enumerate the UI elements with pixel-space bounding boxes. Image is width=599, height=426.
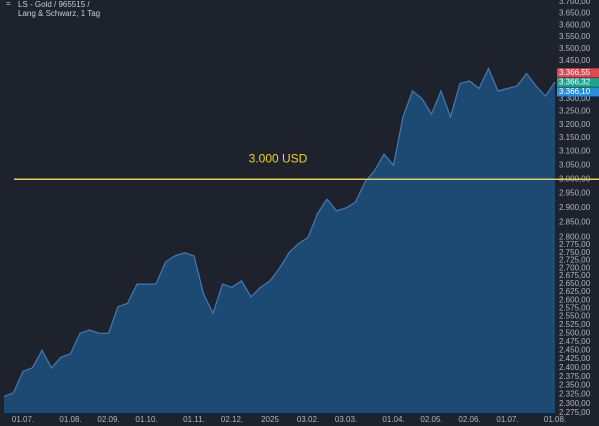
x-tick-label: 02.09. xyxy=(97,415,119,424)
y-tick-label: 2.600,00 xyxy=(559,295,591,304)
x-tick-label: 01.08. xyxy=(544,415,566,424)
y-tick-label: 3.050,00 xyxy=(559,160,591,169)
y-tick-label: 2.425,00 xyxy=(559,354,591,363)
y-tick-label: 2.475,00 xyxy=(559,337,591,346)
x-tick-label: 03.02. xyxy=(297,415,319,424)
y-tick-label: 2.275,00 xyxy=(559,408,591,417)
chart-subtitle: Lang & Schwarz, 1 Tag xyxy=(18,9,100,18)
x-tick-label: 01.08. xyxy=(59,415,81,424)
y-tick-label: 2.500,00 xyxy=(559,328,591,337)
y-tick-label: 2.400,00 xyxy=(559,363,591,372)
y-tick-label: 2.650,00 xyxy=(559,279,591,288)
y-tick-label: 2.850,00 xyxy=(559,218,591,227)
y-tick-label: 3.700,00 xyxy=(559,0,591,6)
price-label: 3.366,55 xyxy=(559,68,591,77)
y-tick-label: 2.700,00 xyxy=(559,263,591,272)
y-tick-label: 3.450,00 xyxy=(559,56,591,65)
y-tick-label: 3.600,00 xyxy=(559,20,591,29)
plot-area xyxy=(3,67,556,413)
price-line xyxy=(3,67,556,397)
x-tick-label: 02.12. xyxy=(221,415,243,424)
y-tick-label: 2.550,00 xyxy=(559,312,591,321)
y-tick-label: 3.150,00 xyxy=(559,133,591,142)
y-tick-label: 2.675,00 xyxy=(559,271,591,280)
price-label-box xyxy=(557,77,599,87)
x-tick-label: 02.06. xyxy=(458,415,480,424)
y-tick-label: 2.775,00 xyxy=(559,240,591,249)
y-tick-label: 2.625,00 xyxy=(559,287,591,296)
x-tick-label: 03.03. xyxy=(335,415,357,424)
x-tick-label: 02.05. xyxy=(420,415,442,424)
x-tick-label: 01.07. xyxy=(12,415,34,424)
y-tick-label: 2.800,00 xyxy=(559,233,591,242)
y-tick-label: 3.500,00 xyxy=(559,44,591,53)
y-tick-label: 2.750,00 xyxy=(559,248,591,257)
y-tick-label: 2.575,00 xyxy=(559,303,591,312)
y-tick-label: 2.900,00 xyxy=(559,203,591,212)
y-tick-label: 3.200,00 xyxy=(559,120,591,129)
price-label-box xyxy=(557,68,599,78)
x-tick-label: 01.10. xyxy=(135,415,157,424)
chart-title: LS - Gold / 965515 / xyxy=(18,0,90,9)
x-tick-label: 01.07. xyxy=(496,415,518,424)
y-tick-label: 2.350,00 xyxy=(559,381,591,390)
menu-icon[interactable]: = xyxy=(6,0,11,8)
y-tick-label: 2.725,00 xyxy=(559,256,591,265)
x-tick-label: 2025 xyxy=(261,415,279,424)
x-tick-label: 01.04. xyxy=(382,415,404,424)
y-tick-label: 2.950,00 xyxy=(559,189,591,198)
y-tick-label: 2.300,00 xyxy=(559,399,591,408)
x-tick-label: 01.11. xyxy=(183,415,205,424)
y-tick-label: 2.375,00 xyxy=(559,372,591,381)
price-label-box xyxy=(557,87,599,97)
price-label: 3.366,10 xyxy=(559,87,591,96)
price-label: 3.366,32 xyxy=(559,77,591,86)
y-tick-label: 2.450,00 xyxy=(559,345,591,354)
y-tick-label: 2.525,00 xyxy=(559,320,591,329)
y-tick-label: 2.325,00 xyxy=(559,390,591,399)
area xyxy=(4,68,555,413)
y-tick-label: 3.650,00 xyxy=(559,9,591,18)
horizontal-line-label: 3.000 USD xyxy=(249,151,308,165)
y-tick-label: 3.300,00 xyxy=(559,94,591,103)
y-tick-label: 3.550,00 xyxy=(559,32,591,41)
y-tick-label: 3.100,00 xyxy=(559,147,591,156)
y-tick-label: 3.250,00 xyxy=(559,107,591,116)
